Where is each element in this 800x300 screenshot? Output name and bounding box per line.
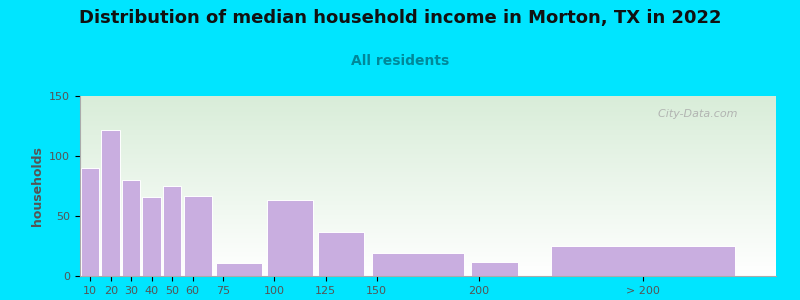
Y-axis label: households: households — [30, 146, 44, 226]
Bar — [142, 197, 161, 276]
Bar — [122, 180, 140, 276]
Text: All residents: All residents — [351, 54, 449, 68]
Bar — [216, 263, 262, 276]
Bar — [372, 253, 464, 276]
Text: Distribution of median household income in Morton, TX in 2022: Distribution of median household income … — [78, 9, 722, 27]
Bar — [81, 168, 99, 276]
Bar — [163, 186, 182, 276]
Text: City-Data.com: City-Data.com — [650, 109, 738, 118]
Bar — [184, 196, 211, 276]
Bar — [266, 200, 313, 276]
Bar — [102, 130, 120, 276]
Bar — [318, 232, 364, 276]
Bar — [471, 262, 518, 276]
Bar — [551, 246, 735, 276]
